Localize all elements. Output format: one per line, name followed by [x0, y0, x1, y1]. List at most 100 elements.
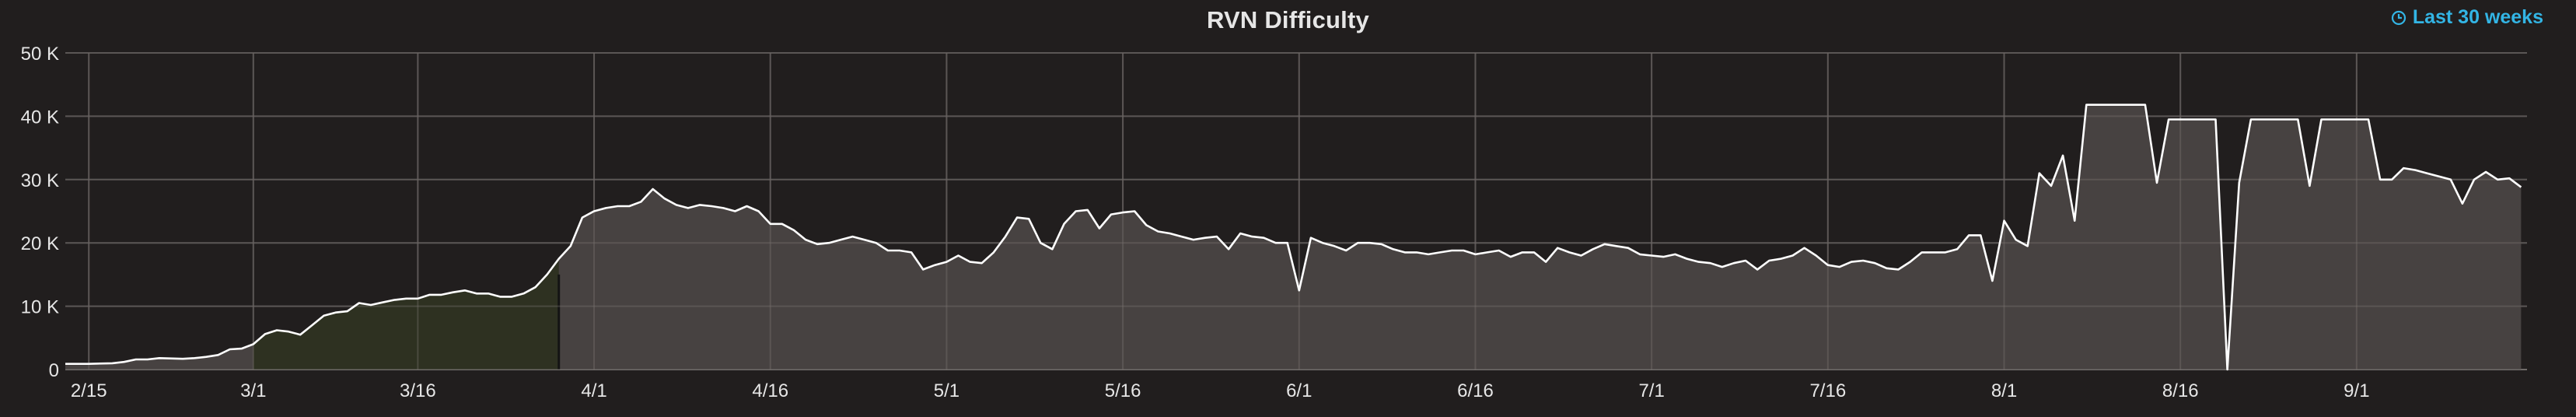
data-point — [2179, 118, 2182, 121]
data-point — [2485, 171, 2487, 173]
data-point — [1192, 239, 1194, 241]
data-point — [899, 250, 901, 252]
x-tick-label: 6/16 — [1457, 380, 1494, 401]
data-point — [1545, 261, 1547, 263]
data-point — [652, 188, 654, 191]
data-point — [2214, 118, 2217, 121]
data-point — [1980, 234, 1982, 237]
data-point — [2462, 202, 2464, 205]
data-point — [1157, 230, 1159, 233]
panel-title[interactable]: RVN Difficulty — [1207, 6, 1369, 33]
data-point — [1968, 234, 1970, 237]
data-point — [1745, 260, 1747, 262]
data-point — [1486, 251, 1488, 254]
data-point — [1310, 237, 1312, 239]
x-tick-label: 7/16 — [1809, 380, 1846, 401]
data-point — [311, 324, 313, 327]
data-point — [123, 361, 125, 363]
data-point — [828, 242, 830, 244]
data-point — [2226, 369, 2228, 371]
data-point — [2379, 178, 2382, 180]
data-point — [2003, 219, 2005, 222]
data-point — [1474, 254, 1477, 256]
data-point — [1815, 254, 1817, 257]
data-point — [1697, 261, 1700, 263]
data-point — [2144, 103, 2147, 106]
data-point — [288, 331, 290, 333]
data-point — [557, 258, 560, 260]
data-point — [1110, 213, 1113, 216]
data-point — [1932, 251, 1935, 254]
data-point — [640, 201, 642, 203]
data-point — [840, 239, 842, 241]
data-point — [2320, 118, 2323, 121]
data-point — [229, 349, 231, 351]
data-point — [2191, 118, 2193, 121]
data-point — [1674, 254, 1676, 256]
data-point — [1380, 243, 1382, 245]
data-point — [1886, 267, 1888, 269]
data-point — [875, 242, 877, 244]
data-point — [2274, 118, 2276, 121]
y-tick-label: 50 K — [21, 44, 59, 65]
data-point — [1533, 251, 1536, 254]
data-point — [1216, 236, 1218, 238]
data-point — [2368, 118, 2370, 121]
data-point — [1733, 262, 1735, 265]
y-tick-label: 0 — [49, 360, 59, 381]
data-point — [1991, 280, 1994, 282]
data-point — [1169, 233, 1171, 235]
data-point — [945, 261, 948, 263]
data-point — [2403, 167, 2405, 170]
data-point — [1403, 251, 1406, 254]
data-point — [1851, 261, 1853, 263]
x-tick-label: 2/15 — [71, 380, 107, 401]
data-point — [88, 363, 90, 365]
data-point — [159, 357, 161, 359]
data-point — [1428, 254, 1430, 256]
x-tick-label: 4/1 — [581, 380, 606, 401]
data-point — [2356, 118, 2358, 121]
data-point — [1028, 218, 1030, 220]
data-point — [2332, 118, 2334, 121]
data-point — [699, 204, 701, 206]
data-point — [816, 243, 819, 245]
data-point — [1921, 251, 1923, 254]
x-tick-label: 9/1 — [2344, 380, 2369, 401]
data-point — [534, 286, 537, 289]
data-point — [1522, 251, 1524, 254]
data-point — [299, 334, 302, 336]
data-point — [1416, 251, 1418, 254]
data-point — [1803, 247, 1805, 249]
clock-icon — [2391, 10, 2406, 25]
data-point — [1099, 227, 1101, 230]
y-tick-label: 20 K — [21, 233, 59, 254]
data-point — [2097, 103, 2099, 106]
series-line — [65, 103, 2522, 371]
data-point — [1016, 216, 1019, 219]
y-tick-label: 30 K — [21, 170, 59, 191]
data-point — [628, 205, 631, 208]
data-point — [417, 297, 419, 300]
data-point — [2262, 118, 2264, 121]
data-point — [1874, 262, 1876, 265]
data-point — [969, 261, 971, 263]
data-point — [499, 296, 502, 298]
data-point — [2074, 219, 2076, 222]
time-range-link[interactable]: Last 30 weeks — [2391, 6, 2543, 29]
x-tick-label: 3/1 — [240, 380, 266, 401]
data-point — [863, 239, 865, 241]
data-point — [2309, 185, 2311, 187]
data-point — [2062, 155, 2064, 157]
data-point — [1439, 251, 1442, 254]
data-point — [569, 245, 571, 247]
data-point — [1263, 237, 1265, 239]
data-point — [1839, 266, 1841, 268]
data-point — [358, 302, 360, 304]
data-point — [1145, 224, 1148, 226]
data-point — [1862, 260, 1865, 262]
data-point — [1086, 209, 1089, 212]
data-point — [2520, 186, 2522, 188]
x-tick-label: 7/1 — [1638, 380, 1664, 401]
